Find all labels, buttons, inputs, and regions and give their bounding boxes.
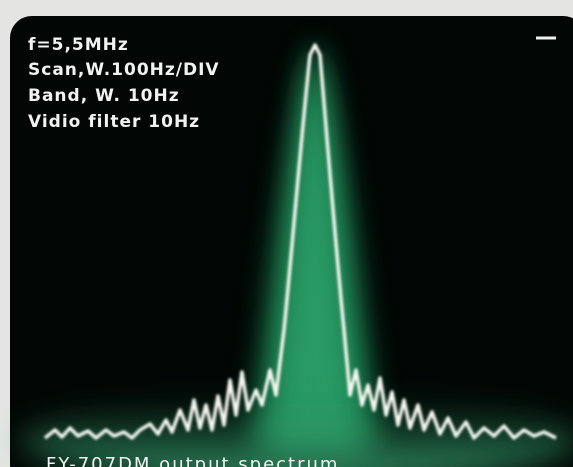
caption: FY-707DM output spectrum (46, 454, 339, 467)
annotation: f=5,5MHz (28, 35, 129, 55)
annotation: Band, W. 10Hz (28, 86, 180, 106)
spectrum-trace (43, 43, 557, 440)
annotation: Vidio filter 10Hz (28, 112, 200, 132)
annotation: Scan,W.100Hz/DIV (28, 60, 220, 80)
